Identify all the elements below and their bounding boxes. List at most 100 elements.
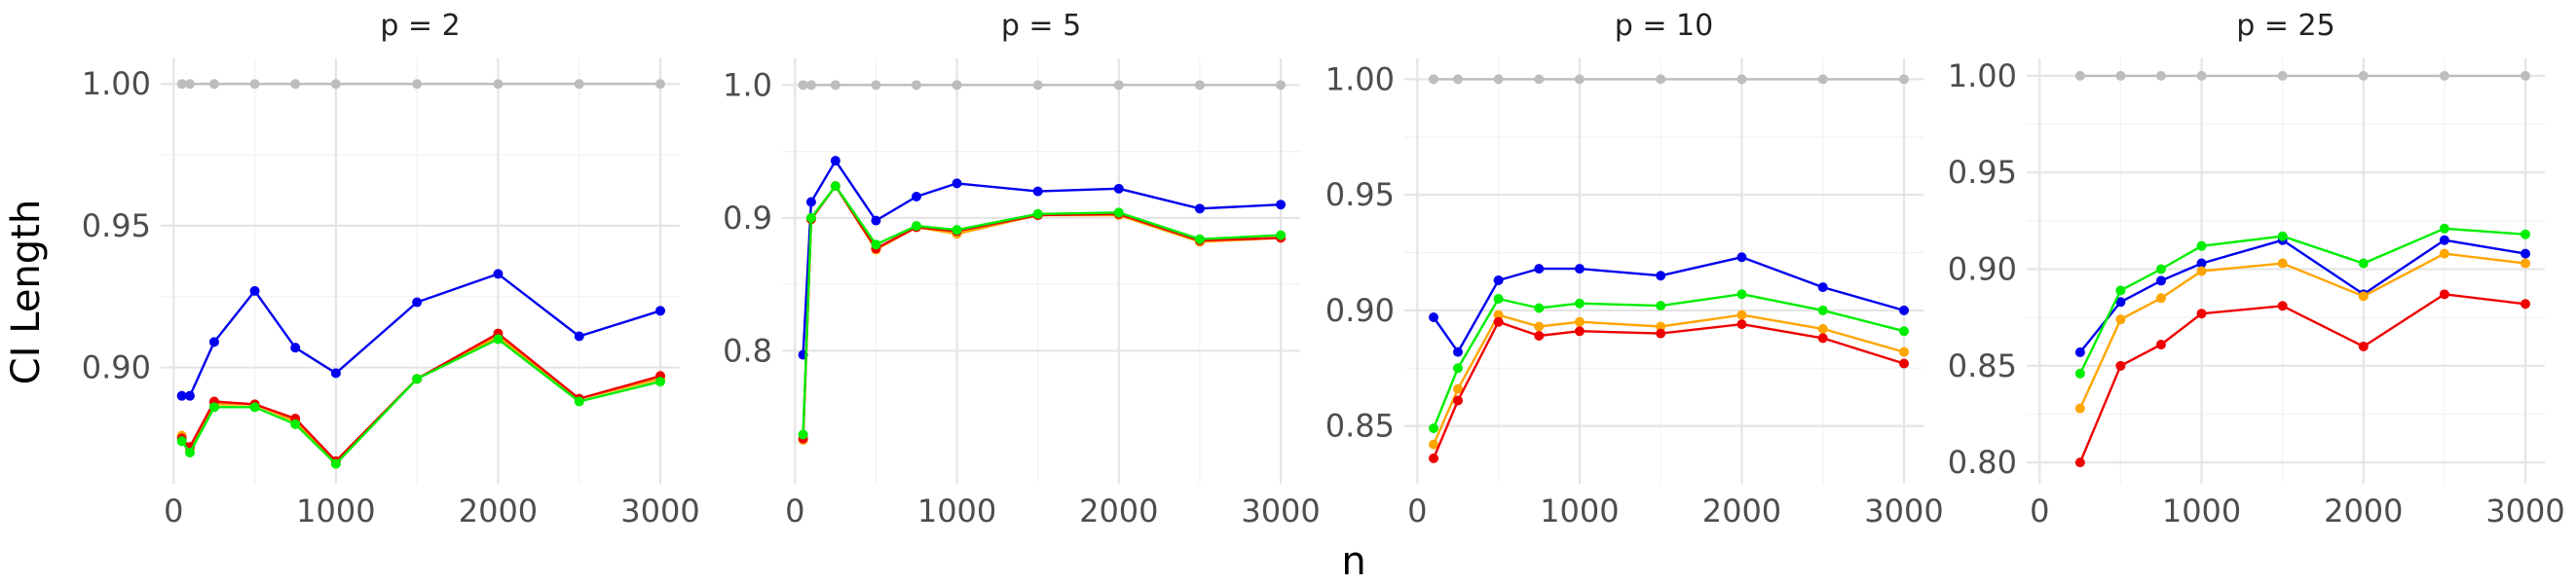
data-point-gray: [249, 79, 260, 90]
data-point-green: [911, 221, 921, 232]
data-point-red: [2115, 360, 2126, 371]
data-point-green: [1817, 305, 1828, 315]
x-tick-label: 3000: [2485, 493, 2564, 529]
y-tick-label: 0.85: [1325, 408, 1395, 445]
data-point-orange: [2196, 266, 2207, 276]
data-point-gray: [871, 80, 881, 91]
data-point-orange: [1574, 316, 1585, 327]
data-point-blue: [1817, 282, 1828, 293]
series-line-green: [2078, 227, 2526, 375]
data-point-green: [249, 402, 260, 413]
data-point-blue: [1656, 271, 1666, 281]
x-tick-label: 1000: [1540, 493, 1619, 529]
series-line-red: [1432, 320, 1905, 459]
series-line-green: [1432, 293, 1905, 429]
data-point-red: [2155, 339, 2166, 349]
data-point-gray: [2520, 70, 2531, 81]
x-tick-label: 2000: [1702, 493, 1781, 529]
data-point-green: [2155, 264, 2166, 274]
data-point-blue: [208, 337, 219, 347]
data-point-blue: [1276, 200, 1287, 210]
data-point-gray: [184, 79, 195, 90]
series-line-green: [180, 338, 661, 465]
data-point-blue: [493, 269, 504, 279]
data-point-green: [574, 396, 584, 407]
data-point-gray: [1032, 80, 1043, 91]
data-point-gray: [208, 79, 219, 90]
data-point-gray: [2277, 70, 2288, 81]
panel-title: p = 10: [1615, 9, 1713, 43]
data-point-blue: [1194, 203, 1205, 214]
data-point-blue: [2155, 275, 2166, 286]
data-point-gray: [830, 80, 840, 91]
data-point-green: [176, 436, 187, 447]
data-point-green: [952, 225, 962, 236]
data-point-green: [1574, 298, 1585, 309]
data-point-gray: [1817, 74, 1828, 85]
data-point-blue: [1534, 264, 1545, 274]
data-point-blue: [412, 297, 423, 308]
data-point-gray: [330, 79, 341, 90]
data-point-green: [655, 377, 666, 387]
data-point-gray: [1493, 74, 1504, 85]
data-point-gray: [2439, 70, 2449, 81]
y-tick-label: 0.95: [1325, 176, 1395, 213]
x-tick-label: 3000: [1241, 493, 1320, 529]
data-point-blue: [330, 368, 341, 379]
data-point-blue: [1736, 252, 1747, 263]
data-point-green: [805, 212, 816, 223]
y-tick-label: 0.95: [1948, 154, 2017, 191]
data-point-gray: [1452, 74, 1463, 85]
x-tick-label: 0: [1407, 493, 1427, 529]
data-point-blue: [249, 285, 260, 296]
data-point-orange: [2520, 258, 2531, 269]
facet-panel-3: p = 10 0 1000 2000 3000 0.85 0.90 0.95 1.00: [1325, 9, 1944, 529]
data-point-blue: [1113, 183, 1124, 194]
y-axis-title: CI Length: [4, 200, 49, 384]
data-point-green: [1113, 207, 1124, 218]
data-point-blue: [574, 331, 584, 342]
data-point-green: [1899, 326, 1910, 337]
data-point-gray: [911, 80, 921, 91]
data-point-gray: [1656, 74, 1666, 85]
data-point-orange: [1899, 347, 1910, 357]
data-point-blue: [830, 156, 840, 166]
x-tick-label: 1000: [2162, 493, 2241, 529]
x-tick-label: 3000: [1864, 493, 1943, 529]
x-axis-title: n: [1341, 539, 1365, 584]
data-point-green: [1534, 303, 1545, 313]
data-point-green: [2196, 240, 2207, 251]
data-point-red: [1452, 395, 1463, 406]
data-point-green: [1656, 301, 1666, 311]
data-point-blue: [871, 215, 881, 226]
data-point-red: [1428, 453, 1438, 463]
series-line-red: [180, 332, 661, 462]
data-point-green: [1452, 363, 1463, 374]
data-point-blue: [2439, 235, 2449, 245]
data-point-green: [2277, 231, 2288, 241]
data-point-red: [2439, 289, 2449, 300]
data-point-orange: [2115, 314, 2126, 325]
data-point-orange: [1452, 383, 1463, 394]
series-line-red: [2078, 293, 2526, 463]
data-point-gray: [1736, 74, 1747, 85]
data-point-red: [1656, 328, 1666, 339]
data-point-orange: [2358, 291, 2369, 302]
y-tick-label: 1.0: [723, 66, 772, 103]
series-line-blue: [802, 159, 1282, 355]
data-point-red: [1736, 319, 1747, 330]
y-tick-label: 1.00: [1948, 57, 2017, 94]
data-point-blue: [655, 306, 666, 316]
data-point-gray: [412, 79, 423, 90]
data-point-gray: [1276, 80, 1287, 91]
data-point-green: [830, 181, 840, 192]
data-point-green: [1493, 294, 1504, 304]
data-point-green: [1428, 423, 1438, 433]
x-tick-label: 0: [785, 493, 804, 529]
data-point-gray: [1428, 74, 1438, 85]
data-point-blue: [176, 390, 187, 401]
data-point-green: [871, 239, 881, 250]
series-line-orange: [2078, 252, 2526, 409]
